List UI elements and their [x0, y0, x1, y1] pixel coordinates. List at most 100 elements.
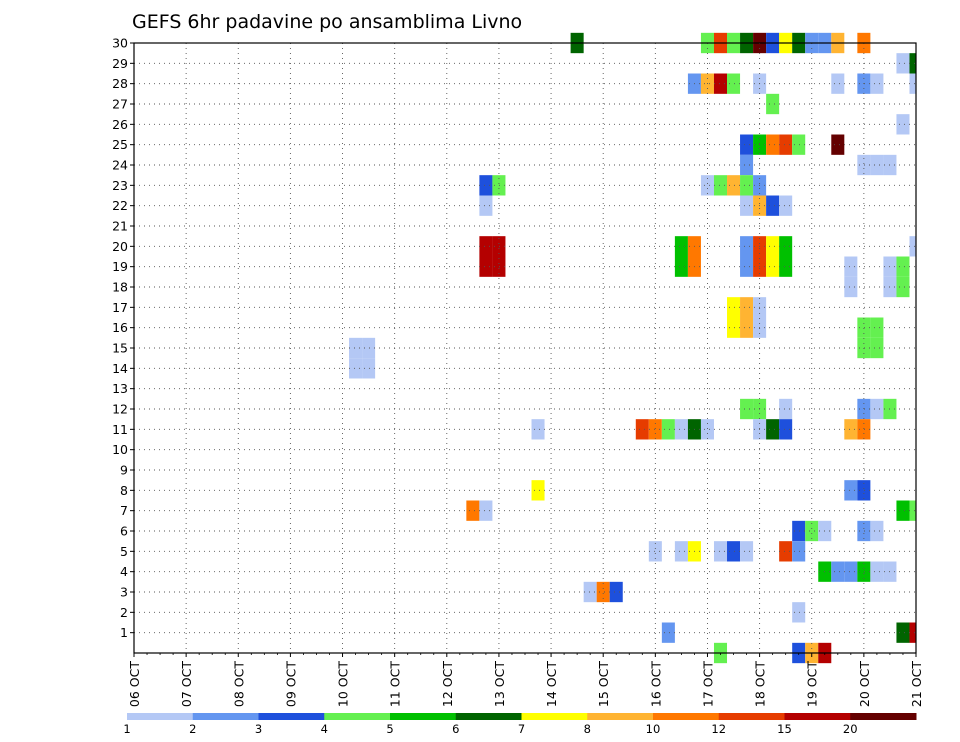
- x-tick-label: 21 OCT: [909, 661, 924, 707]
- precip-cell: [779, 419, 793, 440]
- precip-cell: [713, 541, 728, 562]
- x-tick-label: 19 OCT: [805, 661, 820, 707]
- precip-cell: [635, 419, 649, 440]
- precip-cell: [648, 419, 662, 440]
- legend-swatch: [587, 713, 654, 720]
- precip-cell: [805, 520, 819, 542]
- precip-cell: [896, 114, 910, 135]
- x-tick-label: 16 OCT: [648, 661, 663, 707]
- precip-cell: [857, 419, 871, 440]
- precip-cell: [349, 358, 363, 379]
- precip-cell: [870, 561, 884, 582]
- precip-cell: [870, 520, 884, 542]
- precip-cell: [740, 195, 754, 216]
- precip-cell: [896, 500, 910, 521]
- precip-cell: [349, 337, 363, 359]
- precip-cell: [479, 500, 493, 521]
- x-tick-label: 18 OCT: [753, 661, 768, 707]
- x-tick-label: 06 OCT: [127, 661, 142, 707]
- precip-cell: [740, 256, 754, 277]
- precip-cell: [779, 256, 793, 277]
- precip-cell: [831, 134, 845, 155]
- y-tick-label: 6: [120, 524, 128, 539]
- legend-swatch: [192, 713, 259, 720]
- precip-cell: [700, 175, 714, 196]
- y-tick-label: 19: [112, 259, 128, 274]
- x-tick-label: 15 OCT: [596, 661, 611, 707]
- precip-cell: [479, 195, 493, 216]
- precip-cell: [896, 53, 910, 74]
- precip-cell: [870, 317, 884, 338]
- precip-cell: [674, 236, 688, 257]
- grid-layer: [133, 42, 917, 653]
- legend-label: 7: [518, 722, 525, 736]
- precip-cell: [492, 256, 506, 277]
- y-tick-label: 29: [112, 56, 128, 71]
- precip-cell: [792, 541, 806, 562]
- precip-cell: [896, 622, 910, 643]
- legend-swatch: [258, 713, 325, 720]
- precip-cell: [531, 419, 545, 440]
- precip-cell: [844, 561, 858, 582]
- precip-cell: [713, 73, 728, 94]
- precip-cell: [609, 581, 623, 603]
- legend-label: 5: [386, 722, 393, 736]
- precip-cell: [479, 175, 493, 196]
- precip-cell: [909, 236, 916, 257]
- precip-cell: [740, 236, 754, 257]
- precip-cell: [870, 154, 884, 176]
- legend-swatch: [850, 713, 917, 720]
- y-tick-label: 21: [112, 219, 128, 234]
- y-tick-label: 17: [112, 300, 128, 315]
- precip-cell: [857, 520, 871, 542]
- y-tick-label: 27: [112, 97, 128, 112]
- precip-cell: [779, 134, 793, 155]
- precip-cell: [740, 398, 754, 420]
- precip-cell: [779, 541, 793, 562]
- precip-cell: [779, 398, 793, 420]
- precip-cell: [792, 520, 806, 542]
- precip-cell: [674, 419, 688, 440]
- legend-swatch: [653, 713, 720, 720]
- precip-cell: [531, 480, 545, 501]
- legend-label: 4: [321, 722, 328, 736]
- x-tick-label: 11 OCT: [388, 661, 403, 707]
- precip-cell: [661, 419, 675, 440]
- precip-cell: [909, 73, 916, 94]
- x-tick-label: 08 OCT: [231, 661, 246, 707]
- x-tick-label: 17 OCT: [700, 661, 715, 707]
- y-tick-label: 4: [120, 564, 128, 579]
- precip-cell: [857, 561, 871, 582]
- precip-cell: [466, 500, 480, 521]
- y-tick-label: 18: [112, 280, 128, 295]
- cells-layer: [349, 32, 916, 664]
- plot-frame: [133, 42, 917, 654]
- y-tick-label: 25: [112, 137, 128, 152]
- x-tick-label: 09 OCT: [283, 661, 298, 707]
- legend-label: 10: [646, 722, 661, 736]
- legend-swatch: [324, 713, 391, 720]
- x-tick-label: 20 OCT: [857, 661, 872, 707]
- precip-cell: [766, 256, 780, 277]
- precip-cell: [896, 256, 910, 277]
- legend-label: 2: [189, 722, 196, 736]
- precip-cell: [766, 93, 780, 115]
- legend-label: 12: [711, 722, 726, 736]
- precip-cell: [727, 297, 741, 318]
- y-tick-label: 10: [112, 442, 128, 457]
- precip-cell: [700, 419, 714, 440]
- precip-cell: [740, 134, 754, 155]
- precip-cell: [844, 276, 858, 298]
- precip-cell: [740, 541, 754, 562]
- precip-cell: [766, 195, 780, 216]
- precip-cell: [909, 500, 916, 521]
- precip-cell: [674, 256, 688, 277]
- precip-cell: [857, 480, 871, 501]
- precip-cell: [362, 358, 376, 379]
- precip-cell: [766, 134, 780, 155]
- precip-cell: [779, 195, 793, 216]
- y-tick-label: 13: [112, 381, 128, 396]
- y-tick-label: 8: [120, 483, 128, 498]
- precip-cell: [727, 73, 741, 94]
